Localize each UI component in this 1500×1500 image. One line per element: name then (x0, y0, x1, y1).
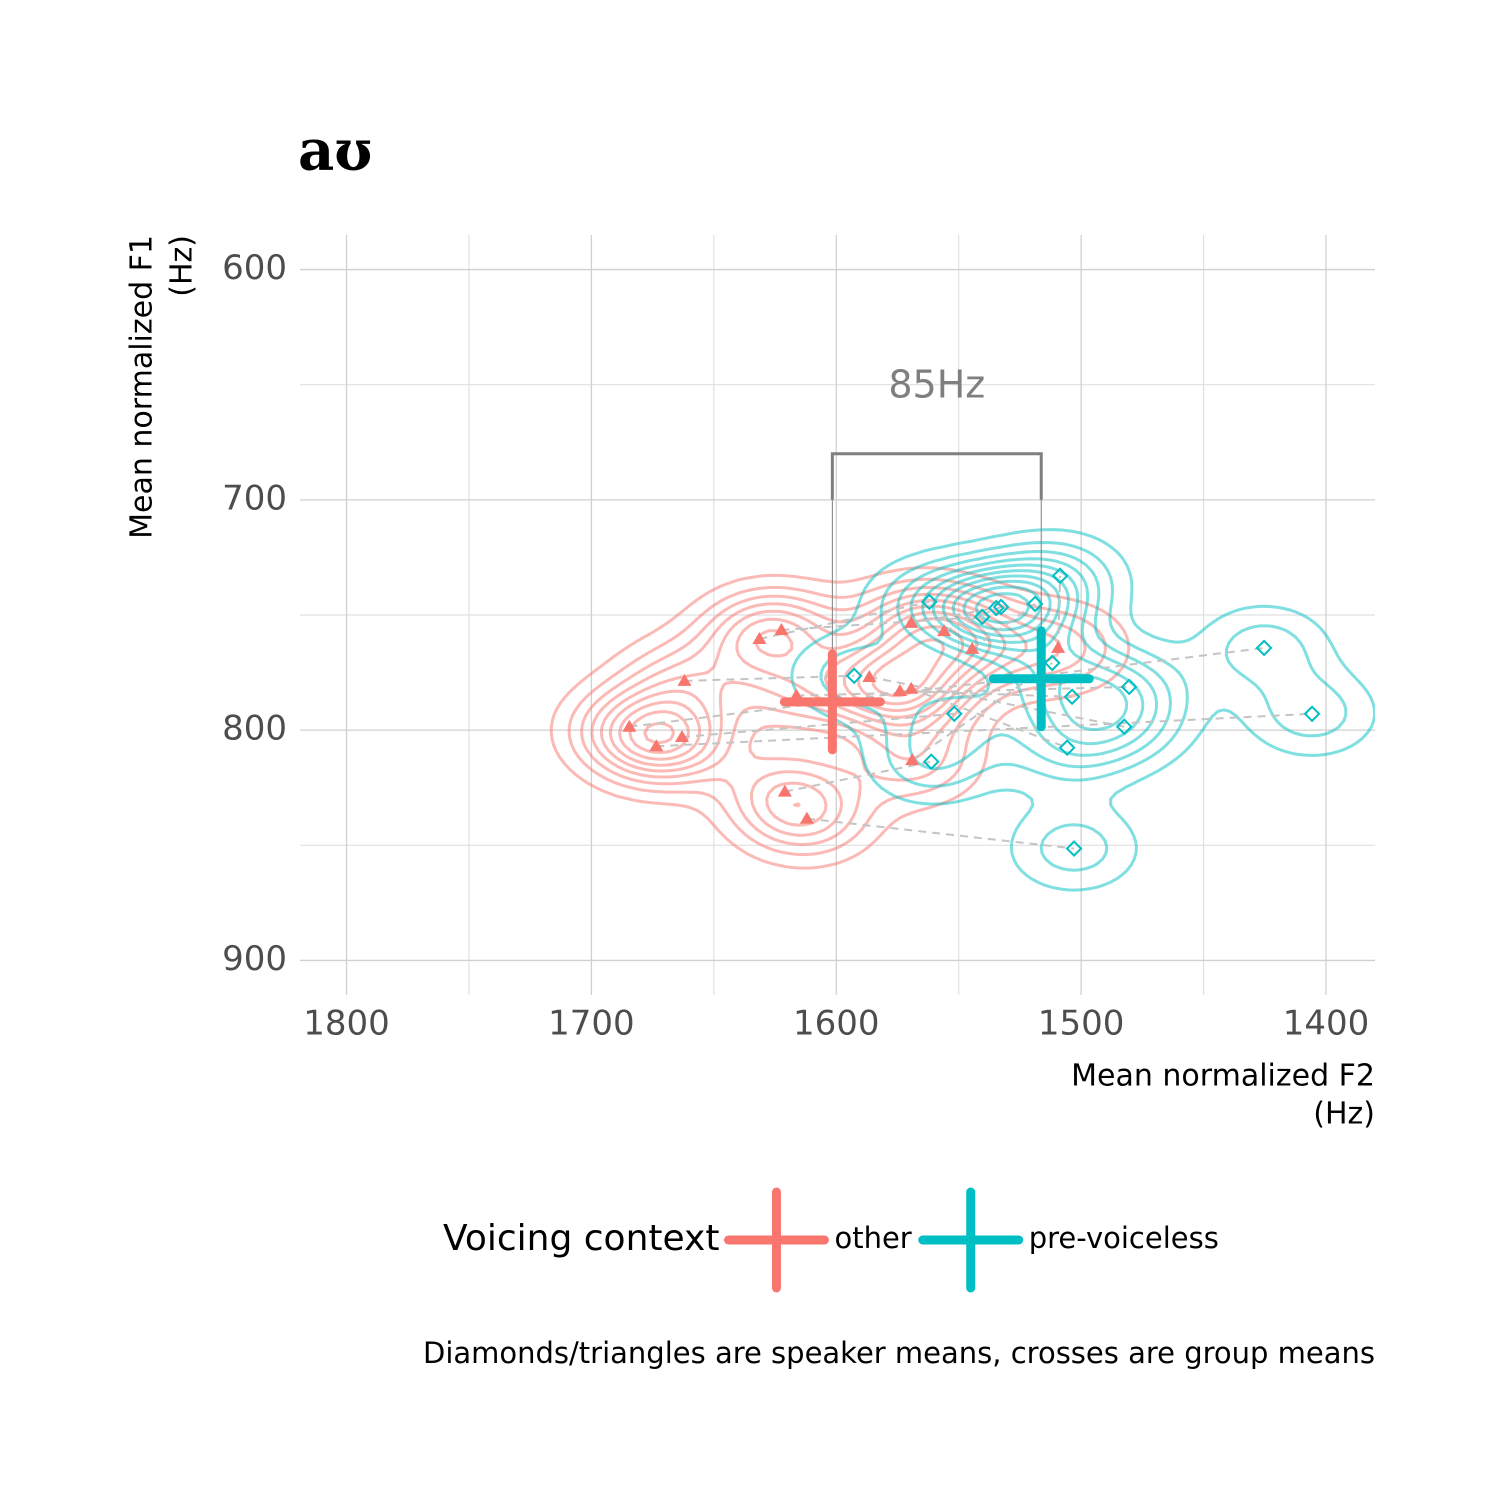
density-contour (790, 528, 1375, 892)
legend-label: pre-voiceless (1029, 1221, 1219, 1255)
speaker-mean (1026, 595, 1044, 613)
density-contour (819, 541, 1348, 872)
speaker-link (681, 712, 955, 739)
speaker-mean (1063, 688, 1081, 706)
y-tick-label: 800 (222, 709, 287, 749)
speaker-link (784, 760, 932, 793)
speaker-mean (1051, 640, 1066, 653)
speaker-mean (862, 669, 877, 682)
x-tick-label: 1700 (548, 1004, 635, 1044)
speaker-mean (777, 784, 792, 797)
density-contour (590, 592, 1062, 837)
speaker-mean (1303, 705, 1321, 723)
speaker-mean (1058, 739, 1076, 757)
speaker-mean (1065, 840, 1083, 857)
legend-key (918, 1187, 1024, 1293)
speaker-mean (945, 705, 963, 723)
x-axis-title: (Hz) (1313, 1097, 1375, 1132)
group-mean (779, 649, 885, 755)
speaker-mean (992, 598, 1010, 616)
speaker-mean (904, 681, 919, 694)
y-axis-title: Mean normalized F1 (125, 235, 160, 539)
speaker-mean (752, 631, 767, 644)
speaker-mean (987, 599, 1005, 617)
density-contour (951, 579, 1052, 638)
speaker-link (943, 606, 1002, 633)
speaker-link (1057, 575, 1062, 648)
x-tick-label: 1800 (303, 1004, 390, 1044)
speaker-mean (937, 624, 952, 637)
speaker-mean (1255, 639, 1273, 657)
speaker-mean (905, 753, 920, 766)
caption: Diamonds/triangles are speaker means, cr… (423, 1336, 1375, 1370)
chart-title: aʊ (298, 118, 372, 184)
legend-title: Voicing context (443, 1218, 719, 1259)
speaker-mean (622, 719, 637, 732)
speaker-mean (845, 667, 863, 685)
speaker-mean (1043, 654, 1061, 672)
y-tick-label: 700 (222, 478, 287, 518)
speaker-link (781, 615, 983, 631)
speaker-mean (774, 622, 789, 635)
density-contour (896, 550, 1172, 771)
density-contour (580, 585, 1087, 846)
x-tick-label: 1400 (1283, 1004, 1370, 1044)
y-tick-label: 900 (222, 939, 287, 979)
density-contour (974, 592, 1030, 625)
speaker-mean (677, 673, 692, 686)
x-tick-label: 1600 (793, 1004, 880, 1044)
speaker-mean (904, 615, 919, 628)
speaker-mean (799, 811, 814, 824)
y-axis-title: (Hz) (165, 235, 200, 297)
speaker-link (629, 646, 1265, 728)
speaker-mean (1120, 678, 1138, 696)
bracket (830, 452, 1043, 500)
speaker-mean (920, 593, 938, 611)
speaker-mean (922, 753, 940, 771)
speaker-link (684, 674, 855, 682)
speaker-mean (675, 730, 690, 743)
legend-key (723, 1187, 829, 1293)
speaker-mean (1115, 718, 1133, 736)
y-tick-label: 600 (222, 248, 287, 288)
speaker-mean (973, 608, 991, 626)
speaker-mean (649, 739, 664, 752)
speaker-mean (1051, 567, 1069, 585)
x-tick-label: 1500 (1038, 1004, 1125, 1044)
annotation-label: 85Hz (888, 362, 985, 406)
legend-label: other (834, 1221, 911, 1255)
speaker-link (656, 712, 1313, 748)
speaker-link (759, 600, 930, 640)
x-axis-title: Mean normalized F2 (1071, 1059, 1375, 1094)
speaker-mean (965, 641, 980, 654)
group-mean (988, 626, 1094, 732)
speaker-link (806, 817, 1075, 850)
speaker-mean (892, 684, 907, 696)
